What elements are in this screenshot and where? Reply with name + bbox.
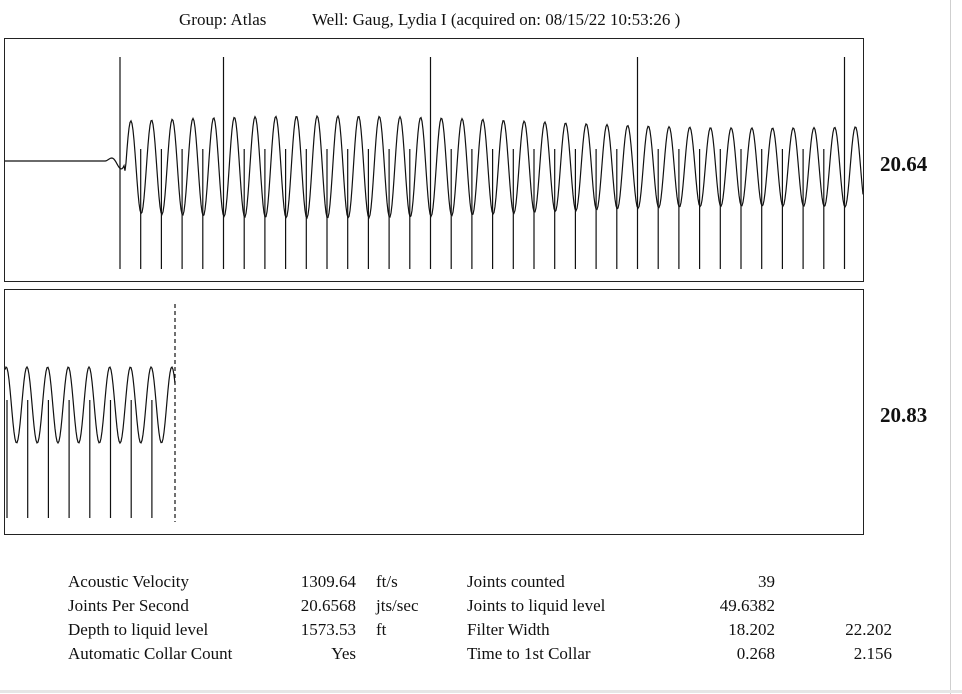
stat-label: Filter Width [467, 620, 550, 639]
stat-value: 49.6382 [719, 596, 775, 615]
stat-value [800, 570, 892, 594]
stat-value: 18.202 [728, 620, 775, 639]
stats-labels-col: Acoustic Velocity Joints Per Second Dept… [68, 570, 232, 666]
stat-value [800, 594, 892, 618]
stat-label: Joints Per Second [68, 596, 189, 615]
stat-label: Acoustic Velocity [68, 572, 190, 591]
acoustic-trace-plot-top [5, 57, 863, 269]
stats-values2-col: 39 49.6382 18.202 0.268 [680, 570, 775, 666]
stat-label: Automatic Collar Count [68, 644, 233, 663]
acoustic-trace-panel-bottom [4, 289, 864, 535]
page-edge-right [950, 0, 951, 694]
joints-per-second-top: 20.64 [880, 152, 928, 176]
stat-value: 22.202 [845, 620, 892, 639]
stats-values-col: 1309.64 20.6568 1573.53 Yes [270, 570, 356, 666]
stat-unit: ft/s [376, 572, 398, 591]
acoustic-trace-panel-top [4, 38, 864, 282]
acoustic-trace-top [5, 114, 863, 220]
stat-label: Depth to liquid level [68, 620, 209, 639]
stat-label: Joints counted [467, 572, 565, 591]
well-label: Well: Gaug, Lydia I (acquired on: 08/15/… [312, 10, 681, 29]
group-label: Group: Atlas [179, 10, 267, 29]
stat-value: 1309.64 [300, 572, 356, 591]
joints-per-second-bottom: 20.83 [880, 403, 928, 427]
acoustic-trace-bottom [5, 365, 176, 445]
stats-labels2-col: Joints counted Joints to liquid level Fi… [467, 570, 605, 666]
stat-unit: jts/sec [376, 596, 419, 615]
stat-value: Yes [331, 644, 356, 663]
stat-value: 39 [758, 572, 775, 591]
stat-value: 0.268 [736, 644, 775, 663]
stat-unit [376, 642, 419, 666]
stat-unit: ft [376, 620, 387, 639]
stat-label: Time to 1st Collar [467, 644, 591, 663]
acoustic-trace-plot-bottom [5, 304, 176, 522]
stat-value: 20.6568 [300, 596, 356, 615]
stats-units-col: ft/s jts/sec ft [376, 570, 419, 666]
stat-value: 2.156 [853, 644, 892, 663]
stat-value: 1573.53 [300, 620, 356, 639]
page-edge-bottom [0, 690, 962, 693]
stats-values3-col: 22.202 2.156 [800, 570, 892, 666]
stat-label: Joints to liquid level [467, 596, 606, 615]
